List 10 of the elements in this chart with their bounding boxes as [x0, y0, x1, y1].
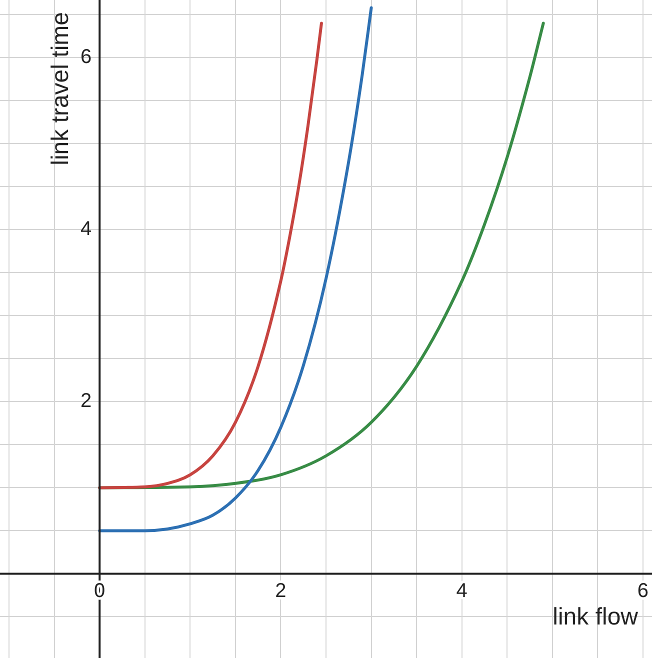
- line-series: [98, 6, 373, 532]
- x-tick-label: 6: [637, 580, 649, 602]
- x-tick-label: 4: [456, 580, 468, 602]
- y-axis-title: link travel time: [47, 12, 74, 166]
- y-tick-label: 2: [80, 390, 92, 412]
- x-tick-label: 2: [275, 580, 286, 602]
- y-tick-label: 4: [80, 218, 92, 240]
- line-series: [98, 22, 323, 490]
- x-axis-title: link flow: [552, 603, 639, 630]
- y-tick-label: 6: [80, 46, 92, 68]
